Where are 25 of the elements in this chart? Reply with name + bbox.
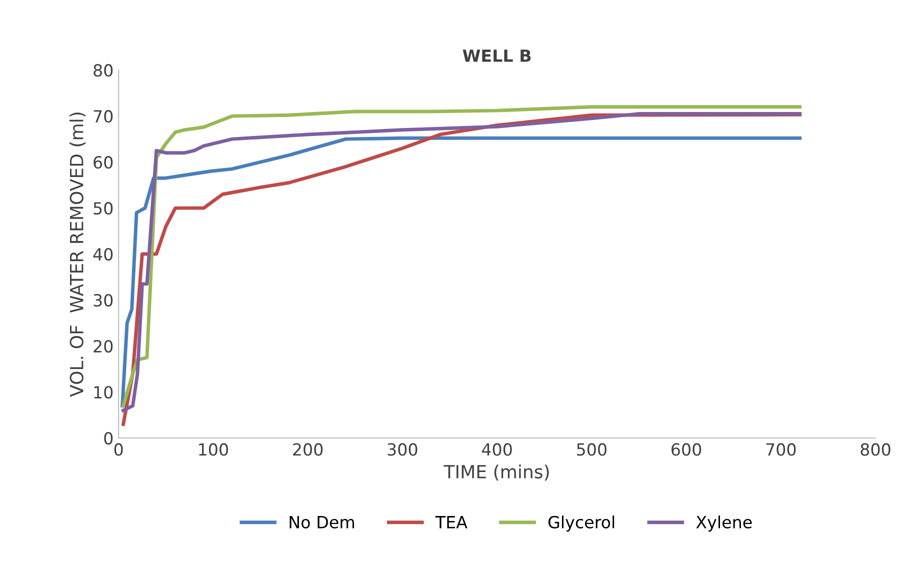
x-tick-label: 500 xyxy=(577,443,606,456)
x-tick-label: 600 xyxy=(672,443,702,456)
legend-label: Glycerol xyxy=(548,516,614,532)
legend-label: TEA xyxy=(435,516,468,528)
y-tick-label: 10 xyxy=(94,386,113,399)
y-tick-label: 20 xyxy=(94,340,113,353)
x-tick-label: 400 xyxy=(482,443,512,456)
x-tick-label: 200 xyxy=(293,443,323,456)
x-tick-label: 300 xyxy=(388,443,418,456)
legend-label: Xylene xyxy=(696,516,752,532)
y-tick-label: 0 xyxy=(104,432,113,445)
y-tick-label: 70 xyxy=(94,110,113,123)
y-axis-title: VOL. OF WATER REMOVED (ml) xyxy=(69,112,86,397)
x-axis-title: TIME (mins) xyxy=(444,464,549,481)
y-tick-label: 60 xyxy=(94,156,113,169)
y-tick-label: 30 xyxy=(94,294,113,307)
y-tick-label: 80 xyxy=(94,64,113,77)
x-tick-label: 700 xyxy=(766,443,796,456)
x-tick-label: 800 xyxy=(860,443,890,456)
y-tick-label: 40 xyxy=(93,248,113,261)
y-tick-label: 50 xyxy=(94,202,113,215)
chart-title: WELL B xyxy=(462,50,531,62)
legend-label: No Dem xyxy=(290,516,354,528)
x-tick-label: 100 xyxy=(199,443,228,456)
x-tick-label: 0 xyxy=(114,443,123,456)
